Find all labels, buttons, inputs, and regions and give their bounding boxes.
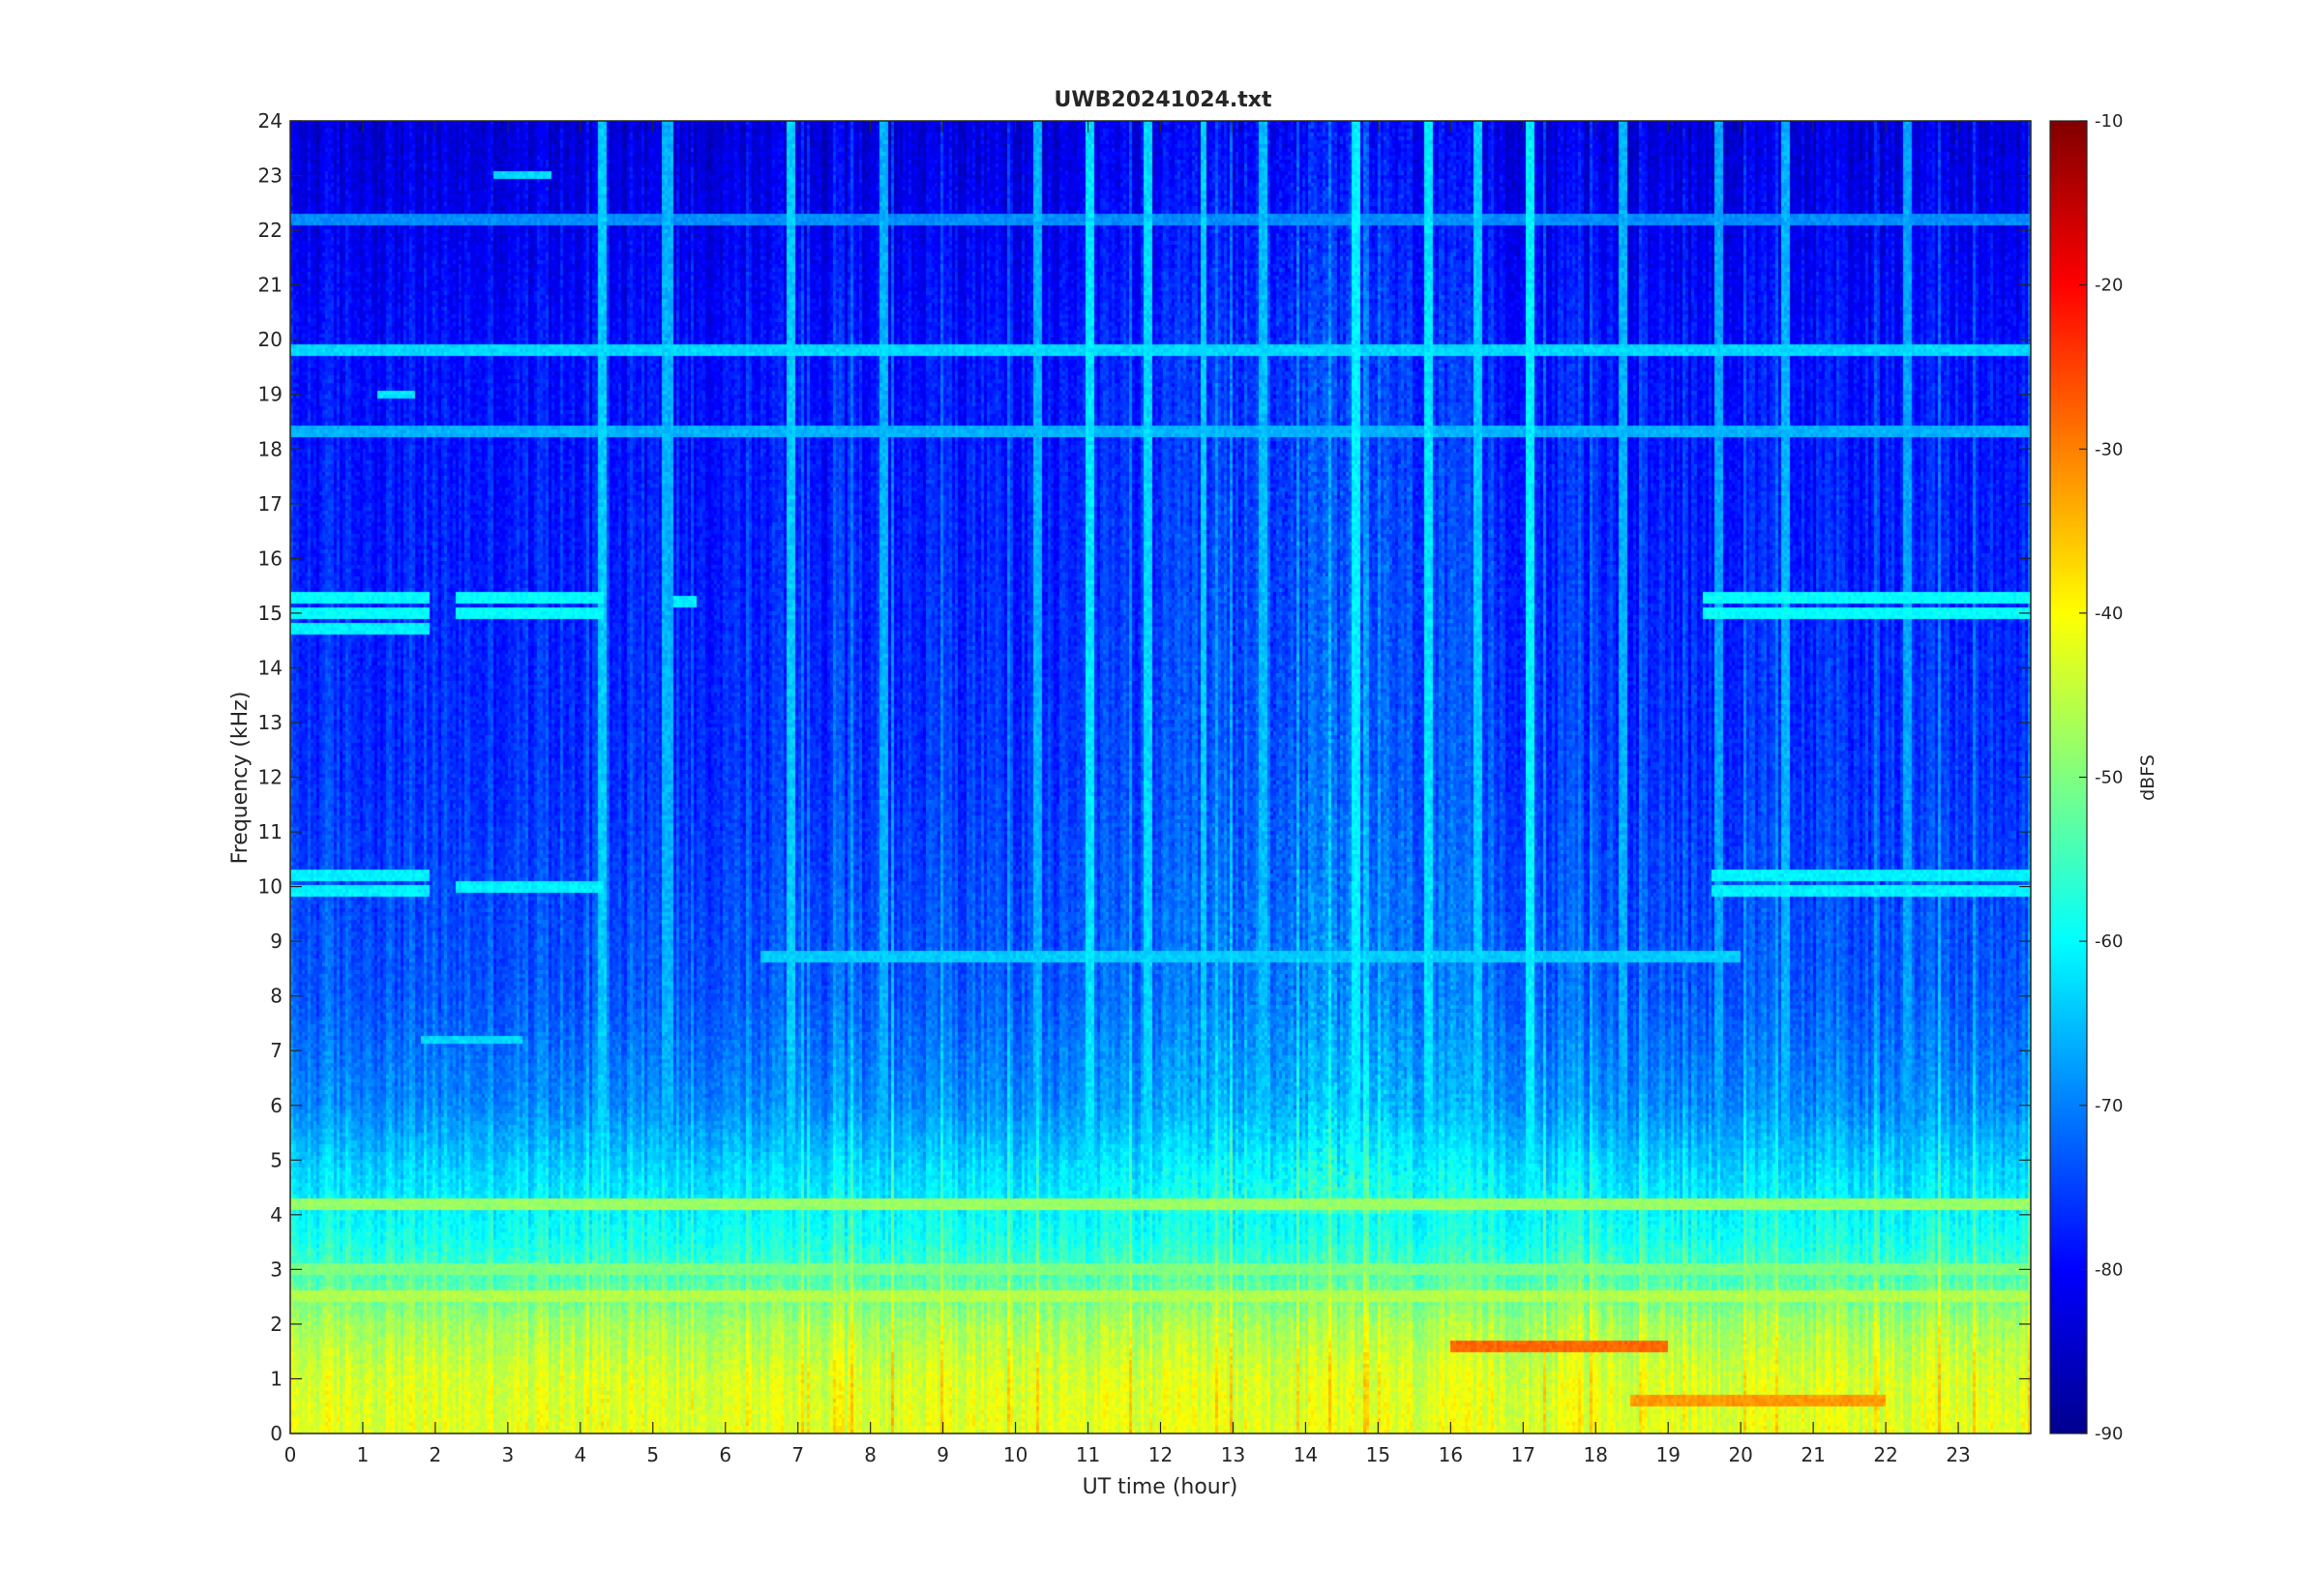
- x-tick-label: 2: [430, 1443, 442, 1466]
- x-tick-label: 5: [646, 1443, 659, 1466]
- x-tick-label: 16: [1439, 1443, 1463, 1466]
- y-tick-label: 7: [270, 1039, 283, 1062]
- x-axis-label: UT time (hour): [1083, 1475, 1238, 1499]
- y-tick-label: 19: [258, 383, 283, 406]
- y-tick-label: 14: [258, 656, 283, 679]
- colorbar-tick-label: -40: [2095, 604, 2123, 624]
- colorbar-ticks: -10 -20 -30 -40 -50 -60 -70 -80 -90: [2079, 111, 2123, 1444]
- x-tick-label: 19: [1655, 1443, 1680, 1466]
- x-tick-label: 13: [1221, 1443, 1245, 1466]
- heatmap-canvas: [290, 121, 2031, 1433]
- x-tick-label: 10: [1003, 1443, 1027, 1466]
- y-tick-label: 24: [258, 109, 283, 133]
- x-tick-label: 18: [1584, 1443, 1608, 1466]
- x-tick-label: 7: [791, 1443, 804, 1466]
- y-tick-label: 15: [258, 602, 283, 625]
- y-tick-label: 20: [258, 328, 283, 351]
- colorbar-tick-label: -60: [2095, 931, 2123, 952]
- y-tick-label: 18: [258, 437, 283, 460]
- y-tick-label: 17: [258, 492, 283, 516]
- x-tick-label: 15: [1366, 1443, 1390, 1466]
- y-tick-label: 22: [258, 219, 283, 242]
- y-tick-label: 3: [270, 1257, 283, 1281]
- colorbar-tick-label: -80: [2095, 1259, 2123, 1280]
- x-tick-label: 4: [574, 1443, 586, 1466]
- y-tick-label: 0: [270, 1422, 283, 1445]
- y-axis-label: Frequency (kHz): [228, 692, 253, 865]
- x-tick-label: 8: [864, 1443, 877, 1466]
- x-tick-label: 9: [937, 1443, 949, 1466]
- y-tick-label: 23: [258, 164, 283, 188]
- heatmap-layer: [290, 121, 2031, 1433]
- colorbar-tick-label: -30: [2095, 439, 2123, 459]
- x-tick-label: 17: [1511, 1443, 1535, 1466]
- x-tick-label: 0: [284, 1443, 297, 1466]
- x-tick-label: 12: [1148, 1443, 1173, 1466]
- y-tick-label: 4: [270, 1203, 283, 1227]
- y-tick-label: 16: [258, 547, 283, 570]
- colorbar-tick-label: -20: [2095, 276, 2123, 296]
- x-tick-label: 14: [1294, 1443, 1318, 1466]
- y-tick-label: 11: [258, 820, 283, 843]
- x-tick-label: 3: [502, 1443, 515, 1466]
- x-tick-label: 21: [1801, 1443, 1825, 1466]
- y-tick-label: 9: [270, 930, 283, 953]
- y-tick-label: 12: [258, 766, 283, 789]
- colorbar-tick-label: -90: [2095, 1424, 2123, 1444]
- colorbar-label: dBFS: [2137, 754, 2158, 801]
- plot-frame: [289, 120, 2032, 1434]
- plot-axes: 0 1 2 3 4 5 6 7 8 9 10 11 12 13 14 15 16 17 18 19 20 21 22 2301…: [258, 109, 2031, 1466]
- x-tick-label: 22: [1873, 1443, 1897, 1466]
- y-tick-label: 8: [270, 985, 283, 1008]
- y-tick-label: 10: [258, 875, 283, 899]
- colorbar-tick-label: -50: [2095, 768, 2123, 788]
- x-tick-label: 20: [1728, 1443, 1752, 1466]
- x-tick-label: 11: [1076, 1443, 1100, 1466]
- y-tick-label: 1: [270, 1367, 283, 1390]
- chart-title: UWB20241024.txt: [1055, 88, 1272, 112]
- y-tick-label: 13: [258, 711, 283, 734]
- x-tick-label: 1: [357, 1443, 370, 1466]
- y-tick-label: 2: [270, 1313, 283, 1336]
- x-tick-label: 23: [1946, 1443, 1970, 1466]
- x-tick-label: 6: [719, 1443, 731, 1466]
- y-tick-label: 5: [270, 1148, 283, 1171]
- y-tick-label: 6: [270, 1094, 283, 1117]
- y-tick-label: 21: [258, 274, 283, 297]
- colorbar-tick-label: -10: [2095, 111, 2123, 132]
- colorbar-tick-label: -70: [2095, 1096, 2123, 1116]
